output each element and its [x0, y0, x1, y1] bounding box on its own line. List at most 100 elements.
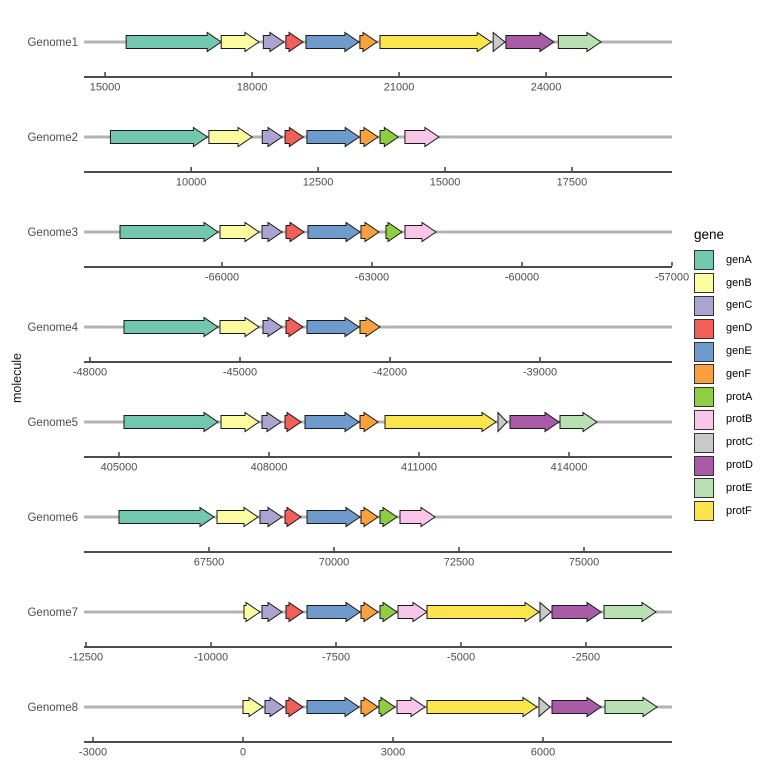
legend-item-protE: protE [694, 477, 768, 500]
genome-label: Genome2 [27, 132, 78, 144]
gene-arrow-genB [242, 696, 264, 718]
legend-label: protC [726, 436, 753, 449]
genome-label: Genome4 [27, 322, 78, 334]
genome-label: Genome1 [27, 37, 78, 49]
x-axis-tick-label: -63000 [355, 272, 389, 284]
gene-arrow-protB [404, 126, 440, 148]
legend-item-genC: genC [694, 295, 768, 318]
gene-arrow-genE [306, 126, 361, 148]
x-axis-tick-label: 0 [240, 747, 246, 759]
protD-swatch [694, 455, 714, 476]
gene-arrow-genC [262, 31, 285, 53]
gene-arrow-protC [492, 31, 506, 53]
genome-label: Genome5 [27, 417, 78, 429]
gene-arrow-genE [306, 506, 361, 528]
gene-arrow-genA [123, 411, 219, 433]
legend-item-protA: protA [694, 386, 768, 409]
gene-arrow-protB [399, 506, 436, 528]
x-axis-tick-label: 21000 [384, 82, 415, 94]
x-axis-tick-label: 411000 [401, 462, 437, 474]
gene-arrow-protC [538, 696, 551, 718]
genE-swatch [694, 341, 714, 362]
gene-arrow-genE [304, 411, 360, 433]
gene-arrow-genF [360, 221, 380, 243]
gene-arrow-protC [497, 411, 508, 433]
protB-swatch [694, 409, 714, 430]
gene-arrow-genF [359, 411, 379, 433]
gene-arrow-genD [285, 316, 304, 338]
legend-label: protB [726, 413, 753, 426]
gene-arrow-genA [125, 31, 223, 53]
x-axis-tick-label: -57000 [655, 272, 689, 284]
genB-swatch [694, 273, 714, 294]
legend-label: protD [726, 459, 753, 472]
x-axis-tick-label: -10000 [194, 652, 228, 664]
genome-label: Genome6 [27, 512, 78, 524]
x-axis-tick-label: -39000 [523, 367, 557, 379]
legend-label: genE [726, 345, 752, 358]
gene-arrow-protA [378, 696, 396, 718]
y-axis-title: molecule [10, 352, 24, 404]
x-axis-tick-label: 18000 [237, 82, 268, 94]
legend-item-genA: genA [694, 249, 768, 272]
legend-item-protD: protD [694, 454, 768, 477]
legend-label: genA [726, 253, 752, 266]
x-axis-tick-label: -5000 [447, 652, 475, 664]
x-axis-tick-label: 6000 [531, 747, 555, 759]
protA-swatch [694, 387, 714, 408]
gene-arrow-genB [220, 31, 260, 53]
protF-swatch [694, 501, 714, 522]
x-axis-tick-label: -7500 [322, 652, 350, 664]
legend-item-genD: genD [694, 317, 768, 340]
gene-arrow-genA [123, 316, 219, 338]
gene-arrow-genC [261, 411, 282, 433]
gene-arrow-genE [306, 696, 360, 718]
gene-arrow-protD [509, 411, 560, 433]
gene-arrow-genA [109, 126, 209, 148]
gene-arrow-genF [360, 601, 379, 623]
gene-arrow-genC [264, 696, 285, 718]
gene-arrow-genD [285, 696, 304, 718]
gene-arrow-genC [262, 316, 283, 338]
gene-arrow-protA [379, 601, 398, 623]
gene-arrow-genB [219, 316, 260, 338]
legend-item-protC: protC [694, 431, 768, 454]
gene-arrow-genF [359, 316, 381, 338]
x-axis-tick-label: 15000 [90, 82, 121, 94]
gene-arrow-genC [261, 221, 283, 243]
gene-arrow-protE [604, 696, 658, 718]
protE-swatch [694, 478, 714, 499]
x-axis-tick-label: 24000 [531, 82, 562, 94]
gene-arrow-genC [261, 601, 283, 623]
x-axis-tick-label: -42000 [373, 367, 407, 379]
gene-arrow-protF [379, 31, 493, 53]
legend-label: protF [726, 504, 752, 517]
gene-arrow-protE [559, 411, 598, 433]
gene-arrow-genF [360, 696, 379, 718]
x-axis-tick-label: 15000 [430, 177, 461, 189]
gene-arrow-genA [119, 221, 219, 243]
x-axis-tick-label: -48000 [73, 367, 107, 379]
gene-arrow-genA [118, 506, 215, 528]
gene-arrow-genC [261, 126, 283, 148]
x-axis-tick-label: 414000 [551, 462, 588, 474]
x-axis-tick-label: 405000 [101, 462, 138, 474]
legend-label: genB [726, 276, 752, 289]
legend-item-genF: genF [694, 363, 768, 386]
gene-arrow-protB [404, 221, 437, 243]
gene-arrow-genE [307, 221, 361, 243]
gene-arrow-genB [243, 601, 261, 623]
x-axis-tick-label: 408000 [251, 462, 288, 474]
genome-label: Genome7 [27, 607, 78, 619]
gene-arrow-genD [285, 601, 304, 623]
x-axis-tick-label: 75000 [569, 557, 600, 569]
gene-arrow-protE [603, 601, 657, 623]
gene-arrow-protF [426, 601, 540, 623]
gene-arrow-protE [557, 31, 602, 53]
gene-arrow-protF [384, 411, 497, 433]
gene-arrow-genF [360, 506, 379, 528]
genA-swatch [694, 250, 714, 271]
legend-item-genB: genB [694, 272, 768, 295]
